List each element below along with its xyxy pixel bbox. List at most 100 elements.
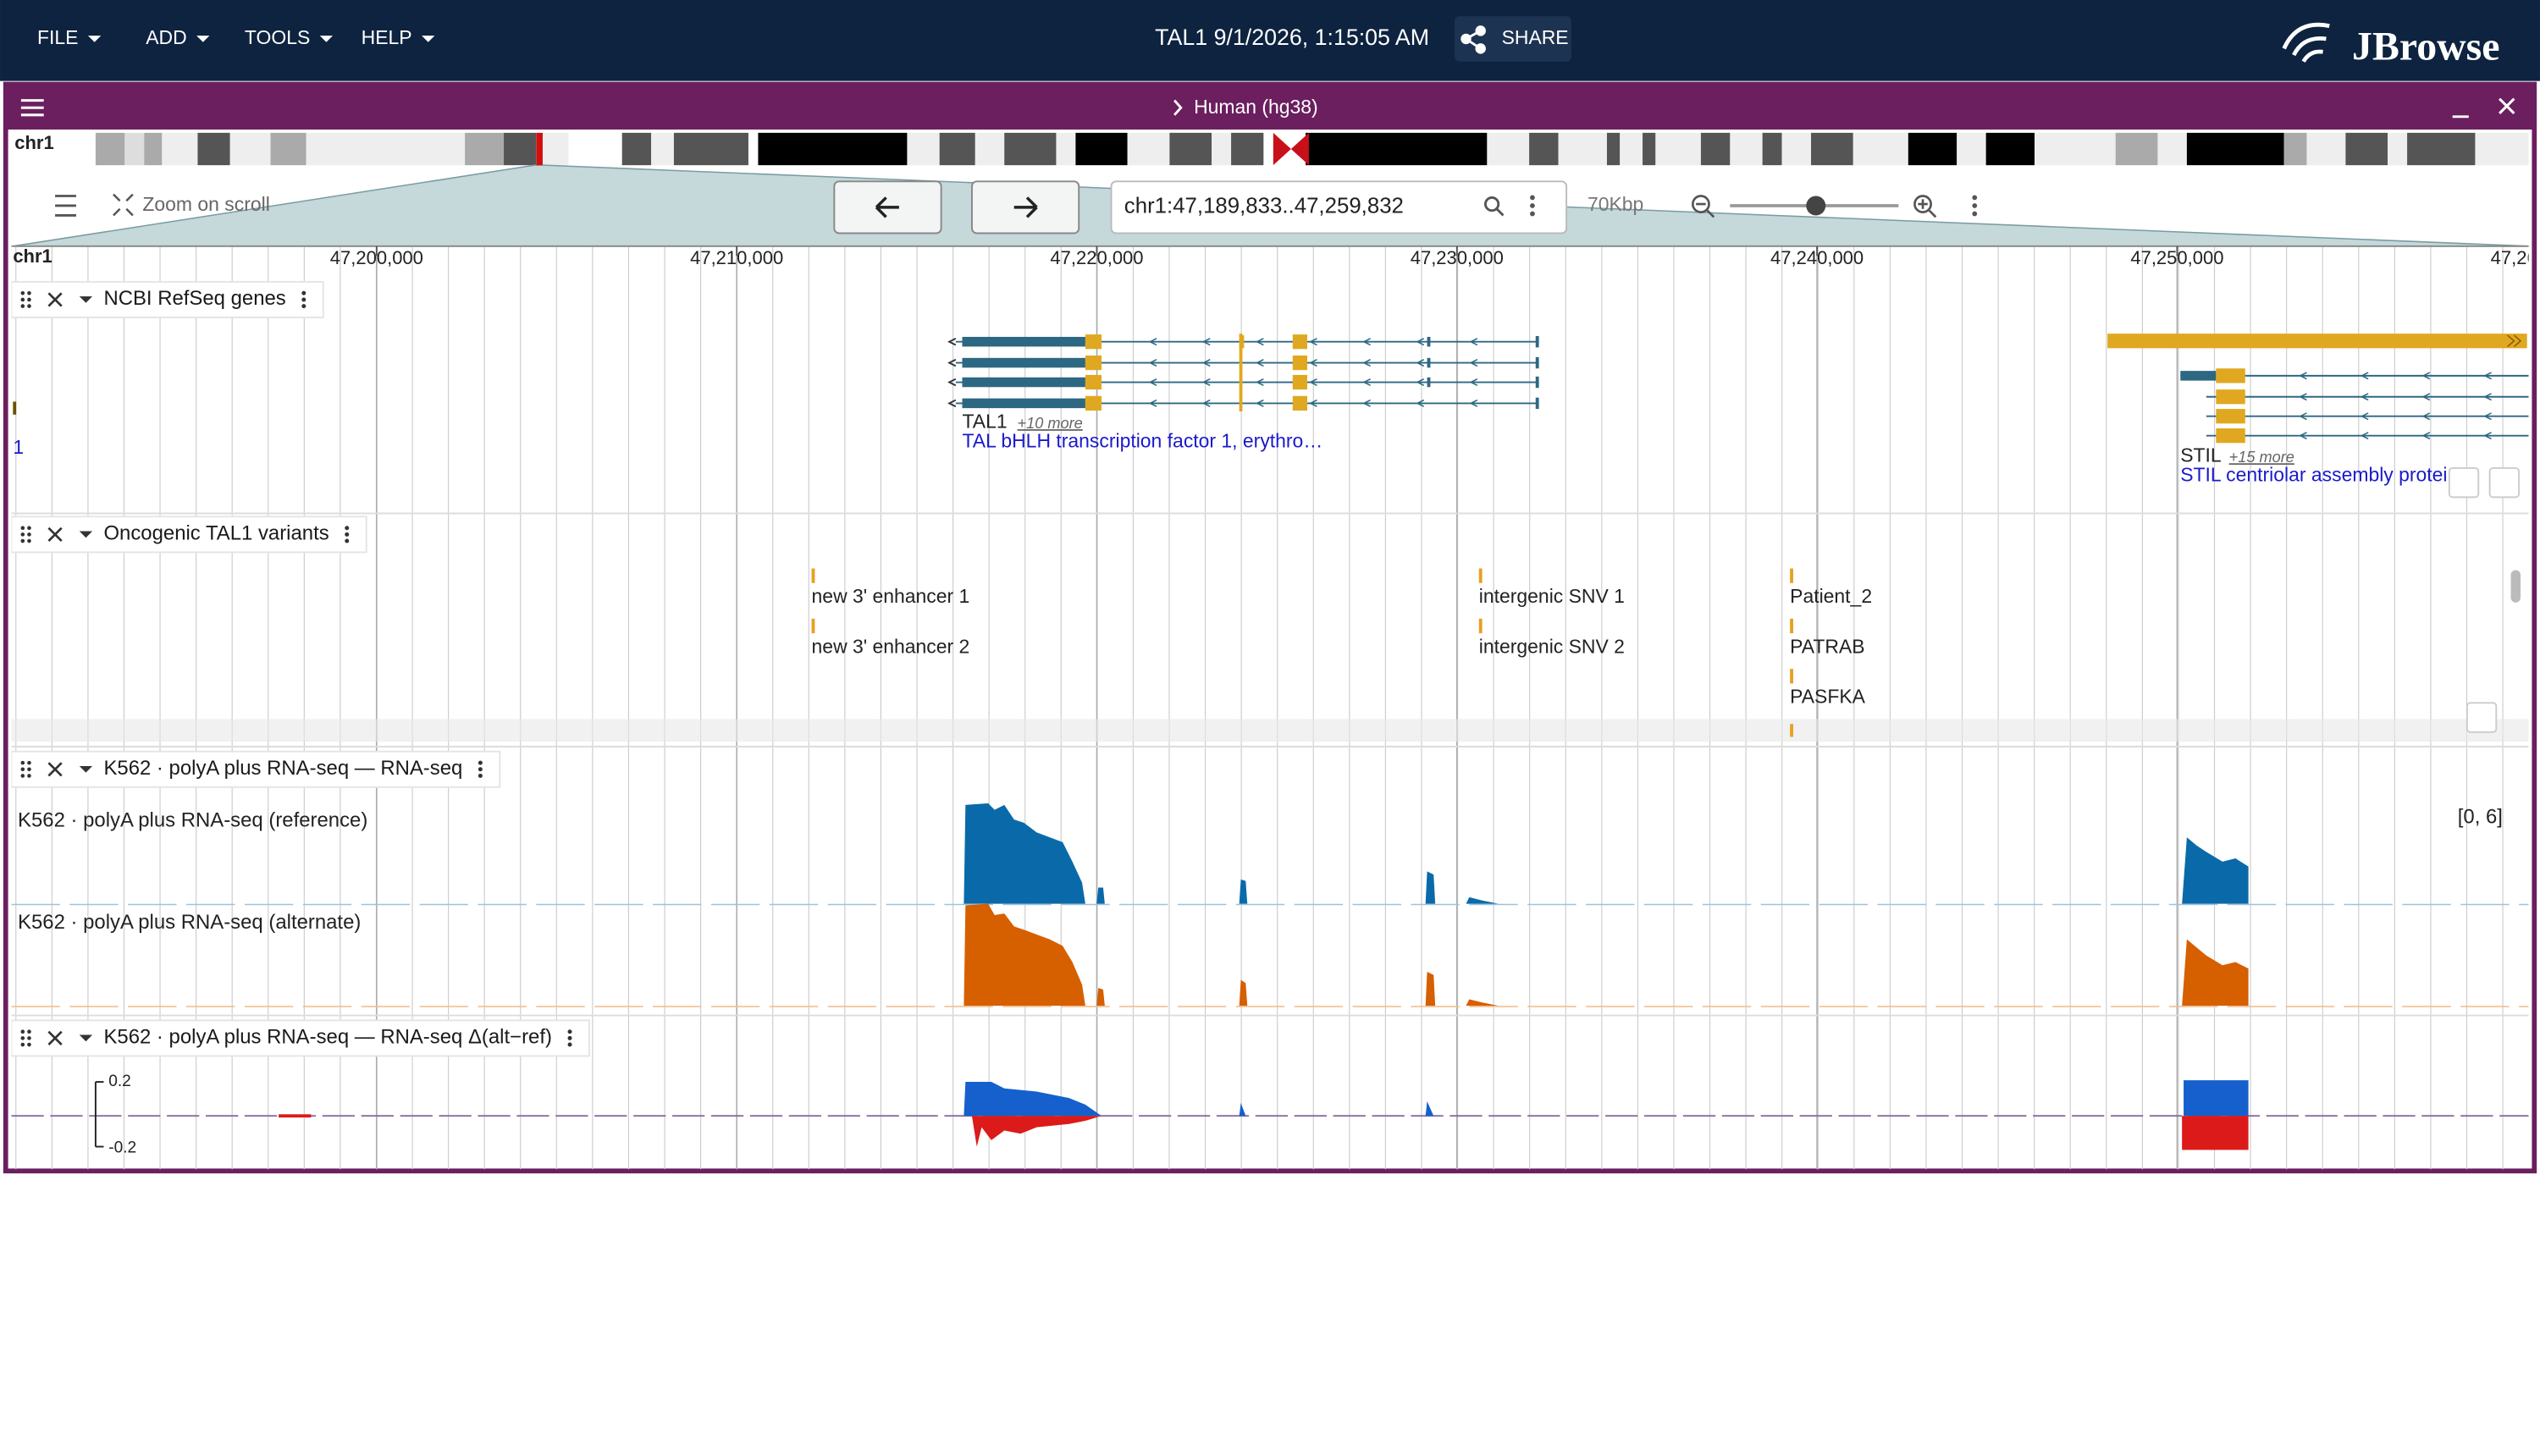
drag-handle[interactable] bbox=[20, 1029, 31, 1047]
strand-arrow bbox=[2483, 432, 2492, 440]
handle-dot bbox=[27, 297, 31, 302]
ideogram-band bbox=[162, 132, 198, 166]
share-label[interactable]: SHARE bbox=[1502, 26, 1569, 48]
zoom-out[interactable] bbox=[1692, 195, 1715, 218]
handle-dot bbox=[27, 538, 31, 543]
zoom-slider-thumb[interactable] bbox=[1806, 196, 1826, 216]
strand-arrow bbox=[1309, 359, 1317, 367]
collapse-button[interactable] bbox=[2448, 466, 2480, 499]
ideogram-band bbox=[306, 132, 466, 166]
locus-menu[interactable] bbox=[1530, 195, 1535, 217]
exon bbox=[1535, 397, 1539, 410]
menu-item[interactable]: FILE bbox=[37, 26, 78, 48]
ideogram-band bbox=[75, 132, 96, 166]
strand-arrow bbox=[2360, 432, 2369, 440]
menu-item[interactable]: TOOLS bbox=[245, 26, 310, 48]
locus-input[interactable] bbox=[1110, 180, 1568, 234]
handle-dot bbox=[27, 760, 31, 765]
assembly-expand[interactable] bbox=[1173, 99, 1183, 116]
ruler-ref: chr1 bbox=[13, 245, 52, 267]
close-track[interactable] bbox=[47, 762, 63, 777]
variant-label: Patient_2 bbox=[1790, 585, 1872, 607]
strand-arrow bbox=[2421, 393, 2431, 401]
strand-arrow bbox=[1255, 359, 1264, 367]
menu-dot bbox=[478, 767, 483, 772]
track-label-box bbox=[11, 516, 367, 554]
track-caret[interactable] bbox=[79, 765, 93, 773]
strand-arrow bbox=[1416, 399, 1425, 407]
variant-features: new 3' enhancer 1 new 3' enhancer 2 interg… bbox=[812, 568, 1872, 737]
resize-button[interactable] bbox=[2465, 702, 2498, 733]
close-view-button[interactable] bbox=[2499, 97, 2515, 115]
ideogram-band bbox=[975, 132, 1005, 166]
utr bbox=[962, 398, 1085, 409]
zoom-in[interactable] bbox=[1913, 195, 1937, 218]
track-labels: NCBI RefSeq genes Oncogenic TAL1 variants… bbox=[11, 280, 590, 1057]
locus[interactable]: chr1:47,189,833..47,259,832 bbox=[1124, 195, 1404, 218]
ideogram-band bbox=[2186, 132, 2284, 166]
track-menu[interactable] bbox=[567, 1029, 572, 1047]
exon bbox=[1535, 356, 1539, 369]
resize-button[interactable] bbox=[2488, 466, 2521, 499]
track-menu[interactable] bbox=[345, 526, 350, 543]
variant bbox=[1790, 568, 1793, 583]
view-menu-button[interactable] bbox=[20, 99, 44, 117]
strand-arrow bbox=[1255, 338, 1264, 346]
strand-arrow bbox=[1148, 359, 1157, 367]
strand-arrow bbox=[2507, 334, 2522, 348]
cds bbox=[2216, 428, 2245, 444]
handle-dot bbox=[20, 297, 25, 302]
gene-description: STIL centriolar assembly protein bbox=[2180, 464, 2458, 486]
ideogram-band bbox=[1487, 132, 1530, 166]
handle-dot bbox=[20, 291, 25, 295]
strand-arrow bbox=[2299, 372, 2307, 380]
handle-dot bbox=[27, 526, 31, 531]
gene-more[interactable]: +15 more bbox=[2229, 449, 2294, 466]
zoom-scroll-icon[interactable] bbox=[113, 193, 134, 217]
exon bbox=[1535, 335, 1539, 348]
menu-item[interactable]: HELP bbox=[362, 26, 412, 48]
strand-arrow bbox=[1309, 399, 1317, 407]
track-caret[interactable] bbox=[79, 531, 93, 538]
search-icon[interactable] bbox=[1484, 196, 1505, 217]
variant bbox=[1790, 618, 1793, 634]
track-caret[interactable] bbox=[79, 1034, 93, 1042]
cds bbox=[1085, 355, 1102, 371]
track-menu[interactable] bbox=[301, 290, 306, 309]
gene-more[interactable]: +10 more bbox=[1018, 415, 1083, 432]
ideogram-band bbox=[1730, 132, 1763, 166]
cds bbox=[1085, 334, 1102, 350]
handle-dot bbox=[27, 532, 31, 537]
ideogram-band bbox=[2283, 132, 2307, 166]
cds bbox=[1292, 395, 1308, 411]
zoom-on-scroll[interactable]: Zoom on scroll bbox=[142, 193, 269, 215]
drag-handle[interactable] bbox=[20, 526, 31, 543]
utr bbox=[962, 336, 1085, 347]
ideogram-band bbox=[270, 132, 306, 166]
subtrack-label: K562 · polyA plus RNA-seq (reference) bbox=[18, 808, 367, 831]
ideogram-band bbox=[1169, 132, 1212, 166]
track-caret[interactable] bbox=[79, 296, 93, 303]
track-selector-button[interactable] bbox=[55, 195, 76, 217]
cds bbox=[1292, 374, 1308, 390]
menu-dot bbox=[345, 526, 350, 531]
drag-handle[interactable] bbox=[20, 291, 31, 308]
ideogram-band bbox=[1908, 132, 1957, 166]
scrollbar[interactable] bbox=[2510, 570, 2521, 603]
close-track[interactable] bbox=[47, 292, 63, 307]
ideogram-band bbox=[1620, 132, 1643, 166]
close-track[interactable] bbox=[47, 1030, 63, 1045]
menu-caret bbox=[422, 36, 435, 42]
handle-dot bbox=[27, 291, 31, 295]
drag-handle[interactable] bbox=[20, 760, 31, 778]
ideogram-band bbox=[1643, 132, 1656, 166]
view-options[interactable] bbox=[1972, 195, 1978, 217]
ideogram-band bbox=[1853, 132, 1908, 166]
menu-item[interactable]: ADD bbox=[146, 26, 186, 48]
track-menu[interactable] bbox=[478, 760, 483, 778]
close-track[interactable] bbox=[47, 527, 63, 542]
ideogram-band bbox=[1212, 132, 1232, 166]
session-title: TAL1 9/1/2026, 1:15:05 AM bbox=[1155, 25, 1429, 50]
handle-dot bbox=[27, 1042, 31, 1047]
